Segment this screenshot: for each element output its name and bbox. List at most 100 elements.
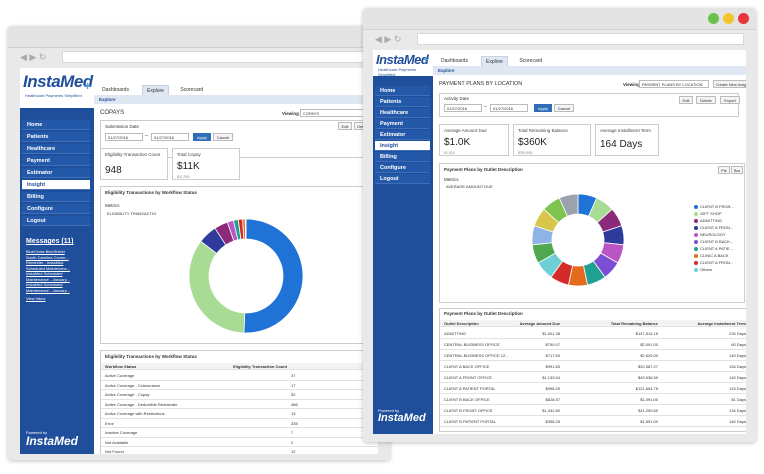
message-item[interactable]: South Carolina Comm... <box>26 254 69 260</box>
refresh-icon[interactable]: ↻ <box>38 52 47 62</box>
report-title: COPAYS <box>100 110 125 116</box>
green-window-dot[interactable] <box>708 13 719 24</box>
workflow-chart-panel: Eligibility Transactions by Workflow Sta… <box>100 186 378 344</box>
table-row: Inactive Coverage 7 <box>101 428 378 438</box>
create-insight-button[interactable]: Create New Insig <box>713 80 746 88</box>
yellow-window-dot[interactable] <box>723 13 734 24</box>
sidebar-item-billing[interactable]: Billing <box>22 192 90 202</box>
tab-scorecard[interactable]: Scorecard <box>180 87 204 93</box>
sidebar-item-logout[interactable]: Logout <box>22 216 90 226</box>
metrics-select[interactable]: AVERAGE AMOUNT DUE <box>444 183 504 191</box>
legend-entry: CLIENT A FRON... <box>694 260 733 265</box>
tab-scorecard[interactable]: Scorecard <box>519 58 543 64</box>
front-address-bar[interactable] <box>417 33 744 45</box>
payment-plans-donut-chart <box>531 193 625 287</box>
legend-swatch <box>694 267 698 272</box>
instamed-logo[interactable]: InstaMed + Healthcare Payments Simplified <box>20 68 94 108</box>
sidebar-item-estimator[interactable]: Estimator <box>375 130 430 140</box>
table-row: CLIENT B BACK OFFICE $828.57 $1,091.00 81 D… <box>440 394 746 405</box>
cancel-button[interactable]: Cancel <box>213 133 233 141</box>
legend-entry: CLIENT B BACK... <box>694 239 733 244</box>
powered-by-label: Powered by <box>26 430 48 435</box>
message-item[interactable]: Maintenance - January... <box>26 287 70 293</box>
view-inbox-link[interactable]: View Inbox <box>26 296 46 301</box>
sidebar-item-home[interactable]: Home <box>22 120 90 130</box>
sidebar-item-logout[interactable]: Logout <box>375 174 430 184</box>
table-row: Not Available 2 <box>101 438 378 447</box>
total-remaining-balance-card: Total Remaining Balance $360K $359,650 <box>513 124 591 156</box>
front-browser-window: ◀ ▶ ↻ InstaMed + Healthcare Payments Simp… <box>363 8 756 442</box>
sidebar-item-payment[interactable]: Payment <box>22 156 90 166</box>
sidebar-item-patients[interactable]: Patients <box>22 132 90 142</box>
instamed-logo[interactable]: InstaMed + Healthcare Payments Simplified <box>373 50 433 77</box>
bar-toggle-button[interactable]: Bar <box>731 166 743 174</box>
legend-swatch <box>694 246 698 251</box>
table-row: Active Coverage with Restrictions 13 <box>101 409 378 419</box>
date-from-input[interactable]: 01/27/2016 <box>444 104 482 112</box>
message-item[interactable]: Reminder - InstaMed <box>26 260 64 265</box>
tab-explore[interactable]: Explore <box>142 85 169 95</box>
metrics-label: Metrics <box>105 203 120 208</box>
refresh-icon[interactable]: ↻ <box>393 34 402 44</box>
sidebar-item-configure[interactable]: Configure <box>22 204 90 214</box>
delete-button[interactable]: Delete <box>696 96 716 104</box>
cancel-button[interactable]: Cancel <box>554 104 574 112</box>
sidebar-item-patients[interactable]: Patients <box>375 97 430 107</box>
legend-swatch <box>694 232 698 237</box>
date-to-input[interactable]: 01/27/2016 <box>490 104 528 112</box>
sidebar-item-healthcare[interactable]: Healthcare <box>22 144 90 154</box>
back-nav-arrows[interactable]: ◀ ▶ ↻ <box>20 52 47 62</box>
export-button[interactable]: Export <box>720 96 740 104</box>
sidebar-item-insight[interactable]: Insight <box>375 141 430 151</box>
viewing-select[interactable]: PAYMENT PLANS BY LOCATION <box>639 80 709 88</box>
donut-slice <box>244 218 247 240</box>
table-row: CLIENT B PATIENT PORTAL $398.25 $1,591.00 1… <box>440 416 746 427</box>
powered-by-logo: InstaMed <box>378 412 426 424</box>
back-browser-window: ◀ ▶ ↻ InstaMed + Healthcare Payments Simp… <box>8 26 390 460</box>
messages-link[interactable]: Messages (11) <box>26 238 74 245</box>
legend-entry: CLIENT B FRON... <box>694 204 734 209</box>
chart-title: Payment Plans by Outlet Description <box>444 167 523 172</box>
donut-slice <box>243 218 304 334</box>
sidebar-item-insight[interactable]: Insight <box>22 180 90 190</box>
back-address-bar[interactable] <box>62 51 377 63</box>
report-title: PAYMENT PLANS BY LOCATION <box>439 81 523 87</box>
apply-button[interactable]: Apply <box>193 133 211 141</box>
sidebar-item-estimator[interactable]: Estimator <box>22 168 90 178</box>
message-item[interactable]: InstaMed Scheduled <box>26 282 63 287</box>
sidebar-item-home[interactable]: Home <box>375 86 430 96</box>
date-to-input[interactable]: 01/27/2016 <box>151 133 189 141</box>
legend-swatch <box>694 260 698 265</box>
message-item[interactable]: Scheduled Maintenanc... <box>26 265 71 271</box>
red-window-dot[interactable] <box>738 13 749 24</box>
viewing-label: Viewing <box>282 111 299 116</box>
viewing-label: Viewing <box>623 82 640 87</box>
metrics-select[interactable]: ELIGIBILITY TRANSACTIO <box>105 210 159 218</box>
tab-explore[interactable]: Explore <box>481 56 508 66</box>
front-sidebar: InstaMed + Healthcare Payments Simplified… <box>373 50 433 434</box>
eligibility-count-card: Eligibility Transaction Count 948 <box>100 148 168 180</box>
back-main: Dashboards Explore Scorecard Explore COPAY… <box>94 68 378 454</box>
message-item[interactable]: BlueCross BlueShield <box>26 249 65 254</box>
avg-installment-term-card: Average Installment Term 164 Days <box>595 124 659 156</box>
tab-dashboards[interactable]: Dashboards <box>102 87 129 93</box>
apply-button[interactable]: Apply <box>534 104 552 112</box>
chart-title: Eligibility Transactions by Workflow Sta… <box>105 190 197 195</box>
edit-button[interactable]: Edit <box>338 122 352 130</box>
message-item[interactable]: Maintenance - January... <box>26 276 70 282</box>
sidebar-item-configure[interactable]: Configure <box>375 163 430 173</box>
donut-slice <box>558 193 579 217</box>
front-nav-arrows[interactable]: ◀ ▶ ↻ <box>375 34 402 44</box>
message-item[interactable]: InstaMed Scheduled <box>26 271 63 276</box>
back-donut-slices <box>188 218 304 334</box>
date-from-input[interactable]: 01/27/2016 <box>105 133 143 141</box>
sidebar-item-billing[interactable]: Billing <box>375 152 430 162</box>
sidebar-item-healthcare[interactable]: Healthcare <box>375 108 430 118</box>
legend-entry: GIFT SHOP <box>694 211 721 216</box>
tab-dashboards[interactable]: Dashboards <box>441 58 468 64</box>
edit-button[interactable]: Edit <box>679 96 693 104</box>
powered-by-logo: InstaMed <box>26 434 79 448</box>
back-sidebar: InstaMed + Healthcare Payments Simplified… <box>20 68 94 454</box>
pie-toggle-button[interactable]: Pie <box>718 166 730 174</box>
sidebar-item-payment[interactable]: Payment <box>375 119 430 129</box>
